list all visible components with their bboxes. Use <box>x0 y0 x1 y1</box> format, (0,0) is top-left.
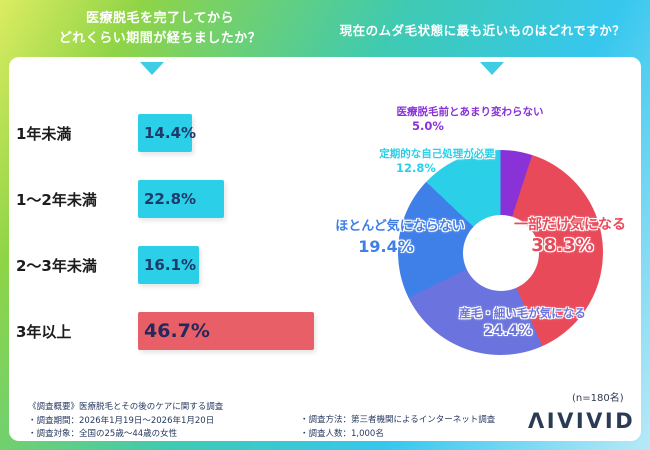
survey-method: ・調査方法：第三者機関によるインターネット調査 <box>300 415 496 425</box>
bar-value-label: 22.8% <box>144 190 197 208</box>
survey-target: ・調査対象：全国の25歳〜44歳の女性 <box>28 429 178 440</box>
bar <box>138 114 193 152</box>
survey-period: ・調査期間：2026年1月19日〜2026年1月20日 <box>28 415 215 426</box>
bar-category-label: 2〜3年未満 <box>16 256 97 275</box>
bar <box>138 246 199 284</box>
segment-value: 24.4% <box>483 323 533 339</box>
arrow-down-icon <box>480 62 504 75</box>
segment-value: 12.8% <box>396 161 436 175</box>
segment-value: 5.0% <box>412 119 444 133</box>
bar-value-label: 14.4% <box>144 124 197 142</box>
bar-row: 3年以上 46.7% <box>16 298 326 364</box>
sample-size-label: (n=180名) <box>572 393 624 404</box>
segment-value: 38.3% <box>531 235 594 256</box>
segment-label: 医療脱毛前とあまり変わらない <box>396 106 544 118</box>
bar-row: 2〜3年未満 16.1% <box>16 232 326 298</box>
segment-value: 19.4% <box>358 237 414 256</box>
brand-logo: ΛIVIVID <box>528 409 636 433</box>
bar-category-label: 1〜2年未満 <box>16 190 97 209</box>
survey-overview: 《調査概要》医療脱毛とその後のケアに関する調査 <box>28 402 224 412</box>
bar-category-label: 1年未満 <box>16 124 72 143</box>
right-chart-title: 現在のムダ毛状態に最も近いものはどれですか？ <box>339 23 626 38</box>
bar-category-label: 3年以上 <box>16 322 72 341</box>
segment-label: 産毛・細い毛が気になる <box>459 306 586 320</box>
segment-label: 定期的な自己処理が必要 <box>379 148 495 160</box>
bar-value-label: 16.1% <box>144 256 197 274</box>
left-chart-title-line2: どれくらい期間が経ちましたか？ <box>58 31 262 47</box>
survey-count: ・調査人数：1,000名 <box>300 428 384 439</box>
bar <box>138 312 314 350</box>
bar-value-label: 46.7% <box>144 320 210 342</box>
arrow-down-icon <box>140 62 164 75</box>
bar-chart: 1年未満 14.4% 1〜2年未満 22.8% 2〜3年未満 16.1% 3年以… <box>16 100 326 364</box>
survey-notes-right: ・調査方法：第三者機関によるインターネット調査 ・調査人数：1,000名 <box>300 414 495 441</box>
left-chart-title: 医療脱毛を完了してから どれくらい期間が経ちましたか？ <box>10 9 310 49</box>
bar-row: 1年未満 14.4% <box>16 100 326 166</box>
donut-chart <box>398 150 603 355</box>
segment-label: ほとんど気にならない <box>335 219 465 234</box>
donut-hole <box>462 214 539 291</box>
left-chart-title-line1: 医療脱毛を完了してから <box>85 11 235 26</box>
survey-notes-left: 《調査概要》医療脱毛とその後のケアに関する調査 ・調査期間：2026年1月19日… <box>28 401 223 442</box>
segment-label: 一部だけ気になる <box>514 217 626 233</box>
bar <box>138 180 224 218</box>
bar-row: 1〜2年未満 22.8% <box>16 166 326 232</box>
